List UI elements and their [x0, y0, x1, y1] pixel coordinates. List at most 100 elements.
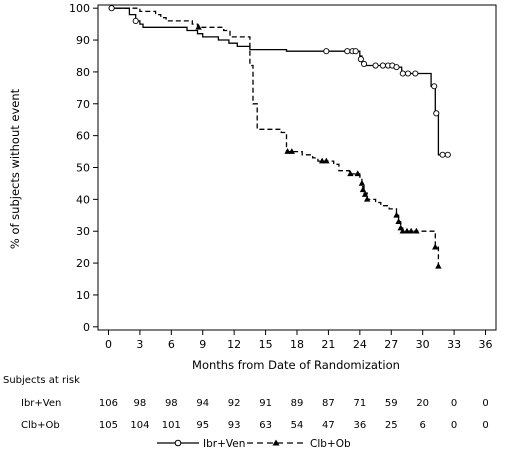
legend-label-ibr-ven: Ibr+Ven — [203, 438, 245, 450]
censor-triangle — [361, 191, 369, 197]
censor-triangle — [284, 148, 291, 154]
risk-cell: 0 — [482, 420, 488, 431]
risk-cell: 104 — [130, 420, 149, 431]
x-tick-label: 33 — [447, 338, 461, 351]
risk-cell: 36 — [353, 420, 366, 431]
censor-circle — [323, 48, 330, 55]
risk-cell: 98 — [134, 398, 147, 409]
legend-label-clb-ob: Clb+Ob — [310, 438, 351, 450]
risk-table-title: Subjects at risk — [3, 375, 80, 386]
censor-triangle — [407, 227, 415, 234]
risk-cell: 106 — [99, 398, 118, 409]
risk-cell: 6 — [419, 420, 425, 431]
x-axis-title: Months from Date of Randomization — [192, 358, 400, 372]
x-tick-label: 18 — [290, 338, 304, 351]
risk-cell: 0 — [451, 398, 457, 409]
risk-cell: 93 — [228, 420, 241, 431]
x-tick-label: 30 — [416, 338, 430, 351]
censor-circle — [399, 70, 406, 77]
x-axis: 0 3 6 9 12 15 18 21 24 27 30 33 36 — [105, 330, 493, 351]
censor-circle — [393, 64, 400, 71]
plot-frame — [97, 4, 497, 331]
risk-cell: 87 — [322, 398, 335, 409]
y-tick-label: 100 — [69, 2, 90, 15]
censor-triangle — [395, 218, 402, 224]
censor-circle — [439, 151, 446, 158]
risk-table: Subjects at risk Ibr+Ven 106 98 98 94 92 91 89 8… — [3, 375, 489, 431]
censor-circle — [379, 62, 386, 69]
y-tick-label: 10 — [76, 289, 90, 302]
x-tick-label: 3 — [136, 338, 143, 351]
survival-curves — [108, 7, 449, 267]
censor-circle — [431, 83, 438, 90]
risk-cell: 25 — [385, 420, 398, 431]
censor-triangle — [393, 211, 400, 218]
censor-triangle — [413, 227, 420, 234]
risk-cell: 94 — [196, 398, 209, 409]
risk-cell: 0 — [482, 398, 488, 409]
y-tick-label: 80 — [76, 66, 90, 79]
x-tick-label: 15 — [259, 338, 273, 351]
censor-triangle — [318, 157, 326, 164]
censor-marks — [108, 5, 451, 269]
censor-triangle — [399, 227, 406, 234]
legend-circle-marker — [174, 439, 182, 447]
risk-cell: 95 — [196, 420, 209, 431]
x-tick-label: 6 — [168, 338, 175, 351]
censor-triangle — [359, 186, 367, 193]
legend-triangle-marker — [272, 439, 280, 446]
y-tick-label: 30 — [76, 225, 90, 238]
x-tick-label: 24 — [353, 338, 367, 351]
censor-circle — [404, 70, 412, 77]
risk-cell: 98 — [165, 398, 178, 409]
censor-triangle — [195, 23, 202, 30]
y-tick-label: 50 — [76, 162, 90, 175]
risk-cell: 105 — [99, 420, 118, 431]
censor-triangle — [347, 170, 354, 177]
x-tick-label: 12 — [227, 338, 241, 351]
risk-cell: 47 — [322, 420, 335, 431]
x-tick-label: 9 — [199, 338, 206, 351]
y-tick-label: 40 — [76, 193, 90, 206]
censor-circle — [344, 48, 351, 55]
plot-area — [97, 4, 497, 331]
censor-circle — [433, 110, 440, 117]
risk-cell: 0 — [451, 420, 457, 431]
x-tick-label: 36 — [479, 338, 493, 351]
censor-triangle — [363, 195, 371, 202]
censor-triangle — [323, 157, 330, 164]
y-tick-label: 90 — [76, 34, 90, 47]
x-tick-label: 27 — [384, 338, 398, 351]
risk-cell: 89 — [291, 398, 304, 409]
series-line-ibr-ven — [108, 7, 449, 156]
series-line-clb-ob — [108, 7, 440, 267]
y-tick-label: 0 — [83, 321, 90, 334]
censor-circle — [412, 70, 419, 77]
censor-triangle — [358, 179, 366, 186]
risk-cell: 20 — [416, 398, 429, 409]
risk-cell: 71 — [353, 398, 366, 409]
censor-circle — [372, 62, 379, 69]
y-tick-label: 60 — [76, 130, 90, 143]
risk-cell: 59 — [385, 398, 398, 409]
censor-circle — [352, 48, 359, 55]
censor-triangle — [432, 243, 439, 250]
censor-triangle — [403, 227, 411, 234]
risk-cell: 101 — [162, 420, 181, 431]
censor-triangle — [288, 148, 295, 154]
risk-cell: 63 — [259, 420, 272, 431]
risk-cell: 91 — [259, 398, 272, 409]
censor-circle — [108, 5, 115, 12]
risk-row-label: Clb+Ob — [21, 420, 60, 431]
risk-cell: 54 — [291, 420, 304, 431]
risk-cell: 92 — [228, 398, 241, 409]
y-axis: 0 10 20 30 40 50 60 70 80 90 100 — [69, 2, 98, 334]
risk-row-label: Ibr+Ven — [21, 398, 61, 409]
y-axis-title: % of subjects without event — [8, 88, 22, 249]
x-tick-label: 0 — [105, 338, 112, 351]
legend: Ibr+Ven Clb+Ob — [157, 438, 351, 450]
y-tick-label: 70 — [76, 98, 90, 111]
x-tick-label: 21 — [321, 338, 335, 351]
censor-triangle — [354, 170, 361, 177]
